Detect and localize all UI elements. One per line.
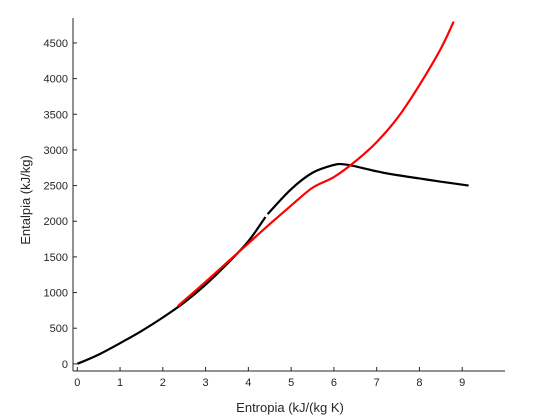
series-line-2-segment-1 — [177, 21, 455, 307]
y-tick-label: 2000 — [44, 216, 68, 228]
x-tick-label: 3 — [203, 377, 209, 389]
x-axis-label: Entropia (kJ/(kg K) — [236, 400, 344, 415]
y-tick-label: 4000 — [44, 74, 68, 86]
x-tick-label: 1 — [117, 377, 123, 389]
y-tick-label: 0 — [62, 359, 68, 371]
x-tick-label: 5 — [288, 377, 294, 389]
series-layer — [76, 21, 469, 365]
series-line-1-segment-2 — [266, 162, 469, 215]
y-tick-label: 2500 — [44, 181, 68, 193]
y-tick-label: 3500 — [44, 109, 68, 121]
x-tick-label: 4 — [245, 377, 251, 389]
y-axis-label: Entalpia (kJ/kg) — [18, 155, 33, 245]
x-tick-label: 6 — [331, 377, 337, 389]
y-tick-label: 500 — [50, 323, 68, 335]
x-tick-label: 7 — [374, 377, 380, 389]
y-tick-label: 1000 — [44, 288, 68, 300]
series-line-1-segment-1 — [76, 216, 267, 365]
x-tick-label: 8 — [416, 377, 422, 389]
y-tick-label: 4500 — [44, 38, 68, 50]
x-tick-label: 2 — [160, 377, 166, 389]
y-tick-label: 3000 — [44, 145, 68, 157]
axes: 0 1 2 3 4 5 6 7 8 9 0 500 1000 1500 2000 2500 3000 3500 40… — [44, 18, 505, 389]
y-tick-label: 1500 — [44, 252, 68, 264]
x-tick-label: 9 — [459, 377, 465, 389]
x-tick-label: 0 — [74, 377, 80, 389]
